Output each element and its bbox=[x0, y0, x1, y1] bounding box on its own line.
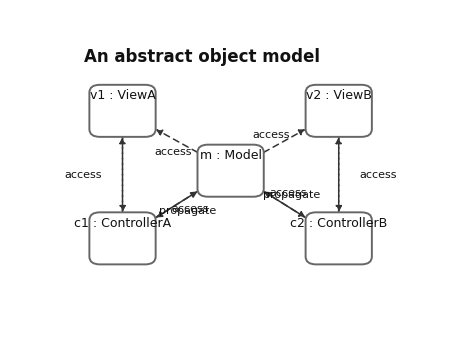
FancyBboxPatch shape bbox=[306, 85, 372, 137]
FancyBboxPatch shape bbox=[90, 212, 156, 264]
Text: v2 : ViewB: v2 : ViewB bbox=[306, 90, 372, 102]
FancyBboxPatch shape bbox=[306, 212, 372, 264]
Text: An abstract object model: An abstract object model bbox=[84, 48, 320, 66]
Text: access: access bbox=[360, 170, 397, 179]
Text: access: access bbox=[64, 170, 102, 179]
Text: c1 : ControllerA: c1 : ControllerA bbox=[74, 217, 171, 230]
Text: propagate: propagate bbox=[263, 190, 320, 200]
Text: propagate: propagate bbox=[159, 206, 216, 216]
Text: access: access bbox=[270, 188, 307, 198]
Text: m : Model: m : Model bbox=[200, 149, 261, 162]
Text: access: access bbox=[252, 130, 290, 140]
Text: access: access bbox=[172, 204, 209, 214]
Text: c2 : ControllerB: c2 : ControllerB bbox=[290, 217, 387, 230]
Text: v1 : ViewA: v1 : ViewA bbox=[90, 90, 155, 102]
FancyBboxPatch shape bbox=[90, 85, 156, 137]
FancyBboxPatch shape bbox=[198, 145, 264, 197]
Text: access: access bbox=[154, 147, 192, 157]
